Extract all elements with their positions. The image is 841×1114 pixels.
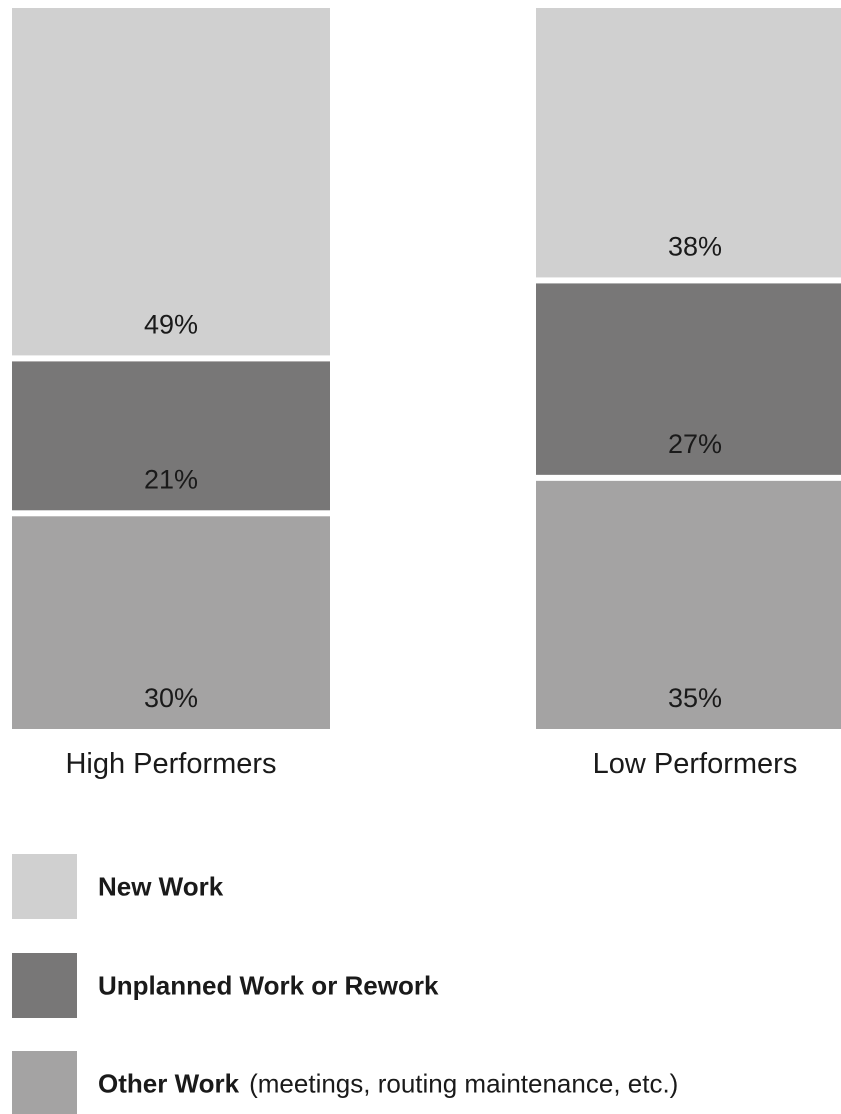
data-label: 38% [668, 231, 722, 261]
legend-entry-name: New Work [98, 872, 224, 902]
data-label: 49% [144, 309, 198, 339]
legend-entry-note: (meetings, routing maintenance, etc.) [249, 1069, 678, 1099]
legend-entry: New Work [98, 872, 224, 902]
data-label: 21% [144, 464, 198, 494]
category-label: High Performers [65, 748, 276, 780]
legend-entry: Other Work (meetings, routing maintenance… [98, 1069, 678, 1099]
bars-layer: 49% 21% 30% 38% 27% 35% [12, 8, 841, 729]
bar-segment-other-work-high [12, 516, 330, 729]
bar-segment-other-work-low [536, 480, 841, 729]
bar-segment-new-work-high [12, 8, 330, 356]
bar-segment-new-work-low [536, 8, 841, 278]
legend: New Work Unplanned Work or Rework Other Wo… [12, 854, 678, 1114]
bar-segment-unplanned-work-or-rework-high [12, 361, 330, 511]
bar-segment-unplanned-work-or-rework-low [536, 283, 841, 475]
category-labels-layer: High Performers Low Performers [65, 748, 797, 780]
legend-entry-name: Unplanned Work or Rework [98, 971, 439, 1001]
legend-swatch [12, 1051, 77, 1114]
legend-swatch [12, 953, 77, 1018]
legend-entry: Unplanned Work or Rework [98, 971, 439, 1001]
legend-swatch [12, 854, 77, 919]
data-label: 30% [144, 683, 198, 713]
legend-entry-name: Other Work [98, 1069, 240, 1099]
category-label: Low Performers [593, 748, 798, 780]
data-label: 35% [668, 683, 722, 713]
data-label: 27% [668, 429, 722, 459]
